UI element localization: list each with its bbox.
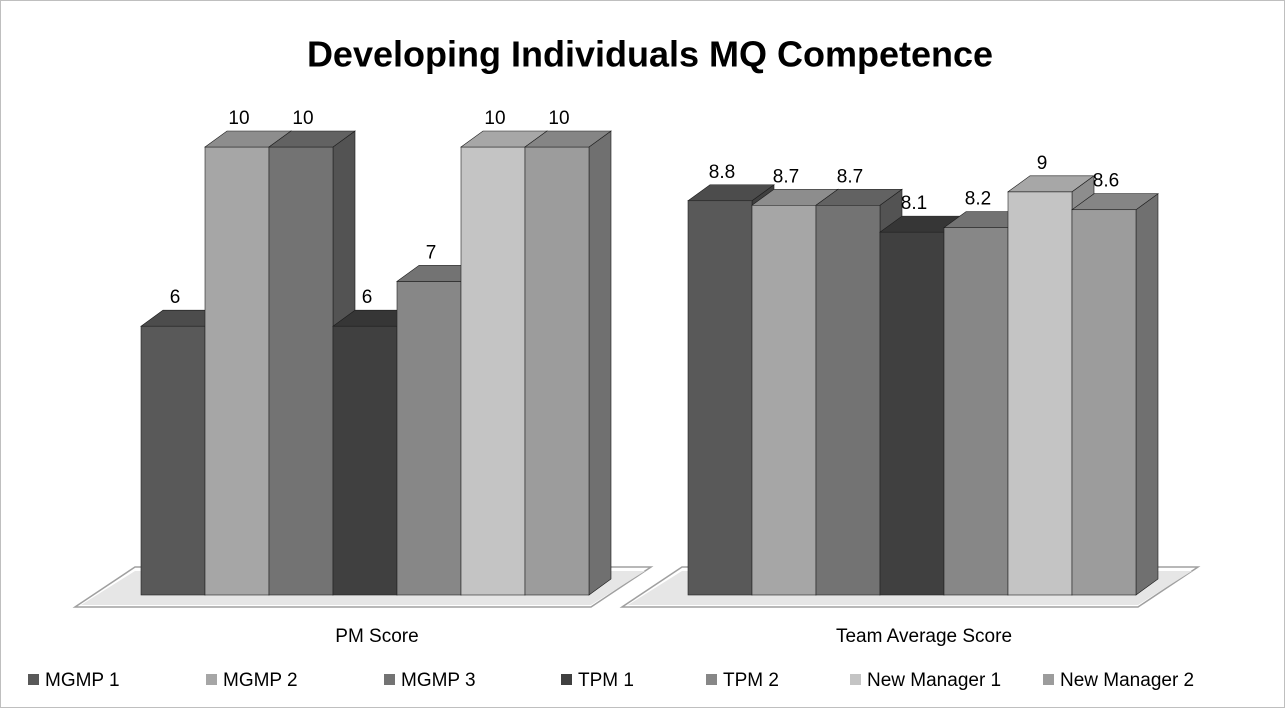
bar [140, 325, 206, 596]
bar-top [1071, 193, 1159, 211]
bar [268, 146, 334, 596]
bar [332, 325, 398, 596]
legend-swatch [850, 674, 861, 685]
bar-top [524, 130, 612, 148]
bar [943, 227, 1009, 596]
data-label: 10 [484, 108, 505, 129]
bar [1071, 209, 1137, 596]
data-label: 10 [292, 108, 313, 129]
x-tick-label: Team Average Score [836, 626, 1012, 647]
legend-label: TPM 2 [723, 670, 779, 691]
data-label: 8.8 [709, 162, 735, 183]
legend-swatch [206, 674, 217, 685]
bar [524, 146, 590, 596]
x-tick-label: PM Score [335, 626, 418, 647]
data-label: 8.2 [965, 189, 991, 210]
bar [879, 231, 945, 596]
bar [1007, 191, 1073, 596]
legend-label: MGMP 3 [401, 670, 476, 691]
data-label: 8.7 [837, 166, 863, 187]
bar-top [268, 130, 356, 148]
data-label: 10 [548, 108, 569, 129]
legend-label: New Manager 2 [1060, 670, 1194, 691]
bar [687, 200, 753, 596]
bar [396, 281, 462, 596]
data-label: 8.6 [1093, 171, 1119, 192]
bar-top [687, 184, 775, 202]
data-label: 6 [170, 287, 181, 308]
data-label: 7 [426, 242, 437, 263]
legend-label: MGMP 1 [45, 670, 120, 691]
bar-top [1007, 175, 1095, 193]
bar [204, 146, 270, 596]
bar [751, 204, 817, 596]
legend-swatch [561, 674, 572, 685]
legend-label: MGMP 2 [223, 670, 298, 691]
data-label: 6 [362, 287, 373, 308]
legend-label: TPM 1 [578, 670, 634, 691]
legend-swatch [28, 674, 39, 685]
legend-label: New Manager 1 [867, 670, 1001, 691]
legend-swatch [384, 674, 395, 685]
bar-side [1135, 193, 1159, 596]
bar-top [815, 188, 903, 206]
chart-title: Developing Individuals MQ Competence [307, 34, 993, 75]
data-label: 10 [228, 108, 249, 129]
legend-swatch [1043, 674, 1054, 685]
legend-swatch [706, 674, 717, 685]
bar-side [588, 130, 612, 596]
data-label: 8.1 [901, 193, 927, 214]
data-label: 9 [1037, 153, 1048, 174]
bar [815, 204, 881, 596]
data-label: 8.7 [773, 166, 799, 187]
bar [460, 146, 526, 596]
